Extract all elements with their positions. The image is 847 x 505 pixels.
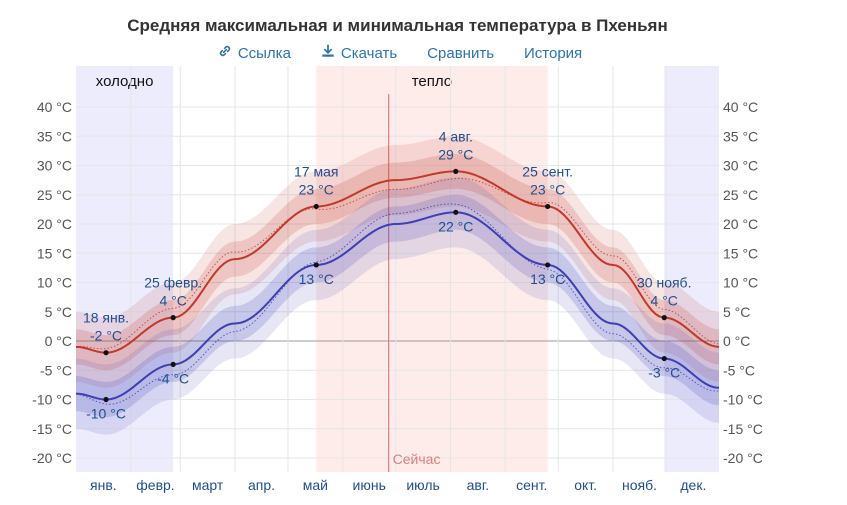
point-low xyxy=(103,396,109,403)
series-line-high xyxy=(75,170,720,354)
season-bands: холодно тепло xyxy=(76,66,719,472)
value-label-low: 22 °C xyxy=(438,218,473,234)
y-tick-label-left: 10 °C xyxy=(37,275,72,291)
y-tick-label-right: 0 °C xyxy=(723,333,750,349)
y-tick-label-left: -5 °C xyxy=(40,362,72,378)
point-low xyxy=(313,262,319,268)
season-band-cold xyxy=(664,66,719,472)
date-label: 25 сент. xyxy=(522,163,573,179)
chart-toolbar: Ссылка Скачать Сравнить История xyxy=(0,44,800,62)
value-label-low: 13 °C xyxy=(299,271,334,287)
value-label-high: 23 °C xyxy=(299,181,334,197)
now-marker: Сейчас xyxy=(388,94,441,472)
y-tick-label-right: 15 °C xyxy=(723,245,758,261)
value-label-high: 4 °C xyxy=(651,293,678,309)
series xyxy=(75,136,720,435)
date-label: 4 авг. xyxy=(439,128,473,144)
value-label-low: 13 °C xyxy=(530,271,565,287)
point-low xyxy=(545,262,551,268)
y-tick-label-right: -15 °C xyxy=(723,421,763,437)
band-inner-low xyxy=(76,194,719,418)
month-label: нояб. xyxy=(622,477,657,493)
y-tick-label-right: -5 °C xyxy=(723,362,755,378)
point-high xyxy=(313,203,319,210)
point-high xyxy=(170,315,176,321)
season-label-cold: холодно xyxy=(96,73,154,90)
date-label: 18 янв. xyxy=(83,310,129,326)
season-band-cold xyxy=(76,66,174,472)
point-high xyxy=(661,315,667,321)
season-label-warm: тепло xyxy=(412,73,452,90)
value-label-low: -3 °C xyxy=(648,365,680,381)
y-tick-label-left: 0 °C xyxy=(45,333,72,349)
month-label: май xyxy=(303,477,328,493)
y-tick-label-left: 15 °C xyxy=(37,245,72,261)
y-tick-label-right: 5 °C xyxy=(723,304,750,320)
series-dotted-high xyxy=(75,177,720,350)
y-tick-label-left: 25 °C xyxy=(37,187,72,203)
month-label: окт. xyxy=(574,477,597,493)
point-low xyxy=(170,361,176,367)
point-high xyxy=(103,350,109,356)
download-icon xyxy=(321,44,335,62)
point-high xyxy=(453,168,459,174)
y-tick-label-left: 30 °C xyxy=(37,158,72,174)
month-label: авг. xyxy=(467,477,490,493)
value-label-high: 23 °C xyxy=(530,181,565,197)
date-label: 25 февр. xyxy=(144,275,202,291)
annotations: -2 °C 18 янв. -10 °C 4 °C 25 февр. -4 °C 23 °C… xyxy=(83,128,691,421)
y-tick-label-left: -10 °C xyxy=(32,392,72,408)
value-label-low: -10 °C xyxy=(86,406,126,422)
y-tick-label-left: -20 °C xyxy=(32,450,72,466)
point-high xyxy=(545,203,551,210)
compare-button[interactable]: Сравнить xyxy=(427,44,494,62)
season-band-warm xyxy=(316,66,548,472)
month-label: дек. xyxy=(680,477,706,493)
y-tick-label-left: 20 °C xyxy=(37,216,72,232)
y-tick-label-right: 20 °C xyxy=(723,216,758,232)
date-label: 17 мая xyxy=(294,163,338,179)
download-button[interactable]: Скачать xyxy=(321,44,397,62)
history-label: История xyxy=(524,44,583,62)
month-label: июнь xyxy=(353,477,386,493)
point-low xyxy=(661,355,667,362)
compare-label: Сравнить xyxy=(427,44,495,62)
value-label-high: 29 °C xyxy=(438,146,473,162)
y-tick-label-left: 40 °C xyxy=(37,99,72,115)
y-tick-label-right: 30 °C xyxy=(723,158,758,174)
link-icon xyxy=(218,44,232,62)
value-label-high: -2 °C xyxy=(90,328,122,344)
permalink-label: Ссылка xyxy=(237,44,291,62)
month-label: июль xyxy=(406,477,439,493)
now-label: Сейчас xyxy=(393,451,441,467)
y-tick-label-right: -10 °C xyxy=(723,392,763,408)
y-tick-label-right: -20 °C xyxy=(723,450,763,466)
y-tick-label-left: 5 °C xyxy=(45,304,72,320)
y-tick-label-left: -15 °C xyxy=(32,421,72,437)
month-label: сент. xyxy=(516,477,547,493)
permalink-button[interactable]: Ссылка xyxy=(218,44,291,62)
value-label-high: 4 °C xyxy=(159,293,186,309)
month-label: апр. xyxy=(248,477,275,493)
y-tick-label-right: 25 °C xyxy=(723,187,758,203)
point-low xyxy=(453,209,459,215)
month-label: янв. xyxy=(90,477,117,493)
month-label: февр. xyxy=(136,477,174,493)
y-tick-label-right: 40 °C xyxy=(723,99,758,115)
y-tick-label-right: 35 °C xyxy=(723,128,758,144)
series-line-low xyxy=(75,211,720,401)
band-outer-high xyxy=(76,136,719,388)
chart-title: Средняя максимальная и минимальная темпе… xyxy=(127,16,668,35)
band-outer-low xyxy=(76,177,719,435)
y-tick-label-right: 10 °C xyxy=(723,275,758,291)
y-tick-label-left: 35 °C xyxy=(37,128,72,144)
download-label: Скачать xyxy=(340,44,398,62)
band-inner-high xyxy=(76,153,719,371)
history-button[interactable]: История xyxy=(524,44,582,62)
value-label-low: -4 °C xyxy=(157,370,189,386)
month-label: март xyxy=(192,477,224,493)
axes: 40 °C 40 °C 35 °C 35 °C 30 °C 30 °C 25 °C 25 °C… xyxy=(32,99,763,493)
date-label: 30 нояб. xyxy=(637,275,691,291)
